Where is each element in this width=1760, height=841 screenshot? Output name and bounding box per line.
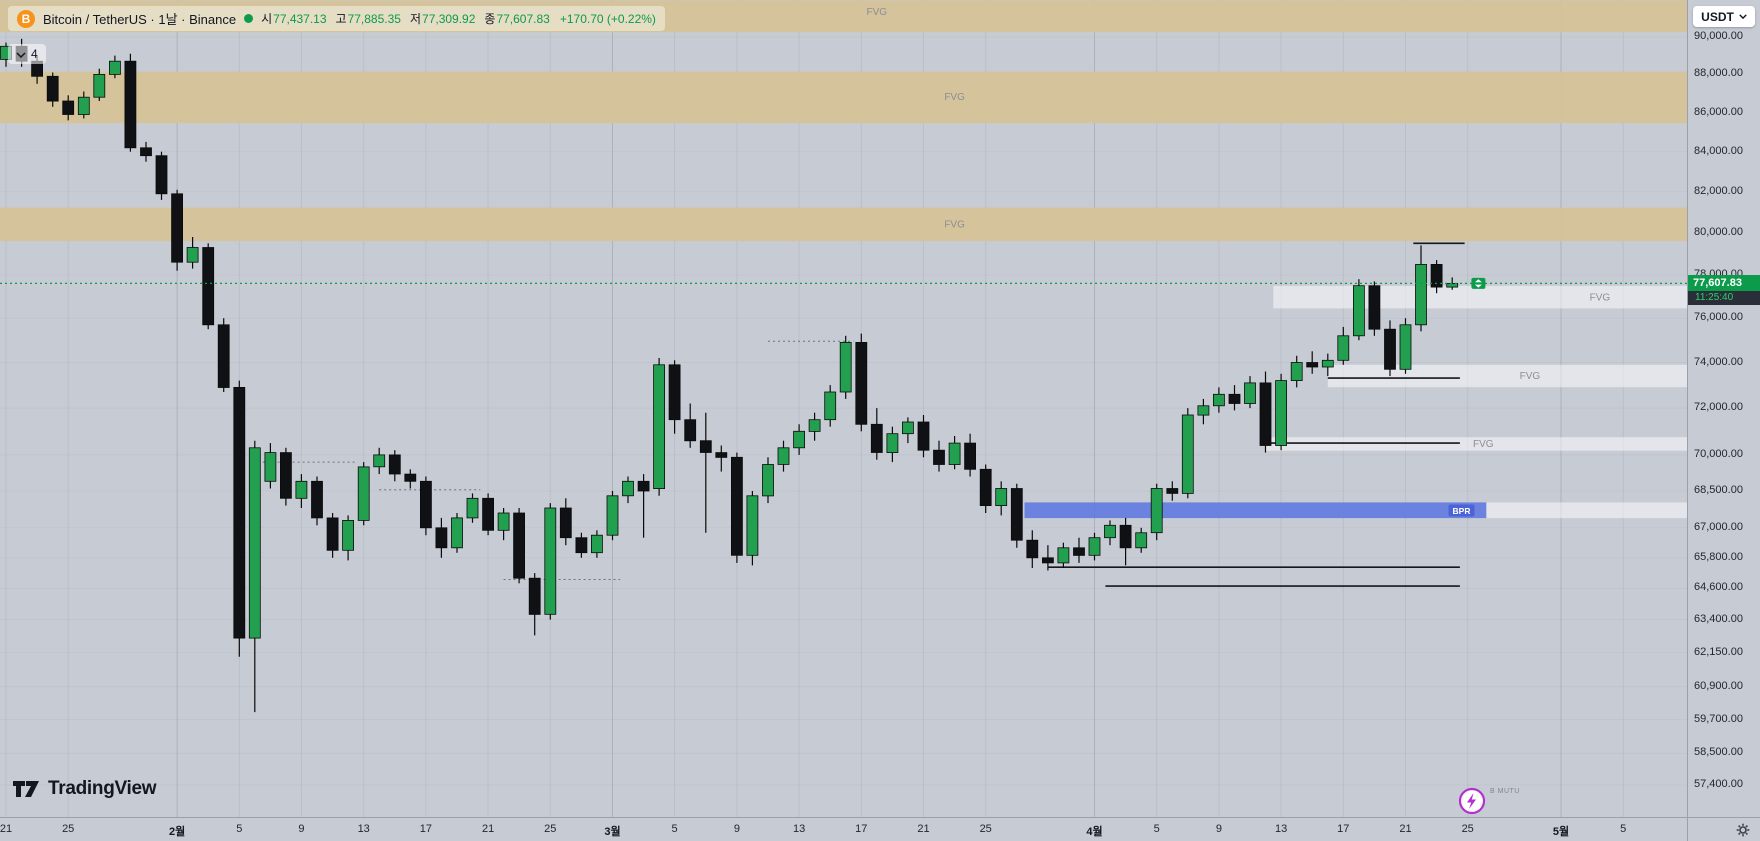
open-value: 77,437.13 bbox=[273, 12, 327, 26]
lightning-icon bbox=[1458, 787, 1486, 815]
time-tick-label: 25 bbox=[544, 823, 557, 835]
time-tick-label: 25 bbox=[979, 823, 992, 835]
open-pair: 시77,437.13 bbox=[261, 10, 326, 27]
price-tick-label: 74,000.00 bbox=[1694, 355, 1743, 368]
high-value: 77,885.35 bbox=[347, 12, 401, 26]
time-axis[interactable]: 21 25 2월 5 9 13 17 21 25 3월 5 9 13 17 21 25 4월 5 9 13 17 21 25… bbox=[0, 817, 1687, 841]
time-tick-label: 17 bbox=[855, 823, 868, 835]
legend-collapse-badge[interactable]: 4 bbox=[8, 44, 46, 64]
time-tick-label: 17 bbox=[1337, 823, 1350, 835]
price-tick-label: 63,400.00 bbox=[1694, 612, 1743, 625]
low-label: 저 bbox=[409, 12, 422, 26]
chevron-down-icon bbox=[1739, 14, 1747, 19]
time-tick-month-label: 2월 bbox=[168, 826, 186, 838]
price-tick-label: 65,800.00 bbox=[1694, 550, 1743, 563]
time-tick-label: 17 bbox=[419, 823, 433, 835]
price-tick-label: 59,700.00 bbox=[1694, 712, 1743, 725]
hidden-items-count: 4 bbox=[31, 47, 38, 61]
time-tick-label: 9 bbox=[298, 823, 305, 835]
tradingview-logo-text: TradingView bbox=[48, 778, 157, 799]
change-value: +170.70 (+0.22%) bbox=[559, 11, 656, 26]
price-tick-label: 76,000.00 bbox=[1694, 311, 1743, 324]
price-tick-label: 72,000.00 bbox=[1694, 401, 1743, 414]
time-tick-month-label: 4월 bbox=[1086, 826, 1103, 838]
symbol-legend: B Bitcoin / TetherUS · 1날 · Binance 시77,… bbox=[8, 6, 665, 31]
candles bbox=[0, 38, 1459, 713]
high-label: 고 bbox=[335, 12, 347, 26]
time-tick-label: 13 bbox=[357, 823, 370, 835]
time-tick-label: 5 bbox=[1620, 823, 1627, 835]
ohlc-values: 시77,437.13 고77,885.35 저77,309.92 종77,607… bbox=[261, 10, 656, 27]
svg-text:FVG: FVG bbox=[1520, 371, 1541, 382]
currency-toggle-button[interactable]: USDT bbox=[1693, 6, 1755, 27]
current-price-value: 77,607.83 bbox=[1688, 275, 1760, 292]
low-value: 77,309.92 bbox=[422, 12, 476, 26]
time-tick-label: 9 bbox=[733, 823, 740, 835]
bitcoin-logo-icon: B bbox=[17, 9, 35, 28]
currency-label: USDT bbox=[1701, 9, 1734, 24]
time-tick-label: 13 bbox=[792, 823, 806, 835]
candlestick-chart[interactable]: FVG FVG FVG FVG FVG FVG BPR bbox=[0, 0, 1687, 817]
svg-text:FVG: FVG bbox=[867, 7, 888, 18]
time-tick-month-label: 5월 bbox=[1552, 826, 1570, 838]
fvg-bpr-zones bbox=[0, 0, 1687, 519]
price-tick-label: 60,900.00 bbox=[1694, 679, 1743, 692]
price-tick-label: 62,150.00 bbox=[1694, 645, 1743, 658]
symbol-title[interactable]: Bitcoin / TetherUS · 1날 · Binance bbox=[43, 12, 237, 27]
time-tick-label: 5 bbox=[671, 823, 678, 835]
time-tick-label: 13 bbox=[1274, 823, 1288, 835]
time-tick-label: 25 bbox=[1461, 823, 1474, 835]
chart-canvas[interactable]: FVG FVG FVG FVG FVG FVG BPR B Bitcoin / Tether… bbox=[0, 0, 1687, 817]
current-price-label: 77,607.83 11:25:40 bbox=[1688, 275, 1760, 306]
open-label: 시 bbox=[261, 12, 273, 26]
price-tick-label: 58,500.00 bbox=[1694, 746, 1743, 759]
boost-button[interactable] bbox=[1457, 786, 1487, 816]
svg-text:FVG: FVG bbox=[944, 220, 965, 231]
price-tick-label: 68,500.00 bbox=[1694, 484, 1743, 496]
price-line-marker[interactable] bbox=[1471, 277, 1486, 289]
time-tick-label: 5 bbox=[236, 823, 243, 835]
time-tick-label: 21 bbox=[917, 823, 930, 835]
market-status-dot[interactable] bbox=[244, 14, 254, 23]
gear-icon[interactable] bbox=[1735, 822, 1751, 838]
svg-text:FVG: FVG bbox=[1590, 293, 1611, 304]
price-tick-label: 88,000.00 bbox=[1694, 67, 1743, 80]
high-pair: 고77,885.35 bbox=[336, 10, 401, 27]
price-tick-label: 67,000.00 bbox=[1694, 520, 1743, 533]
time-tick-label: 21 bbox=[481, 823, 495, 835]
price-tick-label: 57,400.00 bbox=[1694, 778, 1743, 790]
price-tick-label: 86,000.00 bbox=[1694, 105, 1743, 118]
tradingview-logo-icon bbox=[13, 781, 39, 797]
zone-labels: FVG FVG FVG FVG FVG FVG BPR bbox=[867, 7, 1611, 517]
chevron-down-icon bbox=[16, 47, 26, 61]
time-tick-label: 21 bbox=[1399, 823, 1412, 835]
price-tick-label: 70,000.00 bbox=[1694, 447, 1743, 460]
price-tick-label: 64,600.00 bbox=[1694, 581, 1743, 594]
time-tick-label: 9 bbox=[1215, 823, 1222, 835]
close-pair: 종77,607.83 bbox=[484, 10, 549, 27]
time-tick-label: 21 bbox=[0, 823, 13, 835]
svg-text:FVG: FVG bbox=[1473, 439, 1494, 450]
price-tick-label: 80,000.00 bbox=[1694, 225, 1743, 238]
close-label: 종 bbox=[484, 12, 496, 26]
close-value: 77,607.83 bbox=[496, 12, 550, 26]
price-axis[interactable]: 90,000.00 88,000.00 86,000.00 84,000.00 82,0… bbox=[1687, 0, 1760, 817]
candle-close-countdown: 11:25:40 bbox=[1688, 291, 1760, 306]
swing-lines[interactable] bbox=[1047, 242, 1465, 587]
svg-text:BPR: BPR bbox=[1453, 506, 1471, 516]
low-pair: 저77,309.92 bbox=[410, 10, 475, 27]
time-tick-label: 5 bbox=[1153, 823, 1160, 835]
gridlines bbox=[5, 0, 1624, 817]
price-tick-label: 84,000.00 bbox=[1694, 144, 1743, 157]
time-tick-month-label: 3월 bbox=[604, 826, 621, 838]
price-tick-label: 82,000.00 bbox=[1694, 184, 1743, 197]
time-tick-label: 25 bbox=[62, 823, 75, 835]
tradingview-logo[interactable]: TradingView bbox=[12, 778, 157, 800]
author-watermark: B MUTU bbox=[1490, 788, 1520, 795]
svg-text:FVG: FVG bbox=[944, 92, 965, 103]
price-tick-label: 90,000.00 bbox=[1694, 30, 1743, 42]
axis-corner[interactable] bbox=[1687, 817, 1760, 841]
